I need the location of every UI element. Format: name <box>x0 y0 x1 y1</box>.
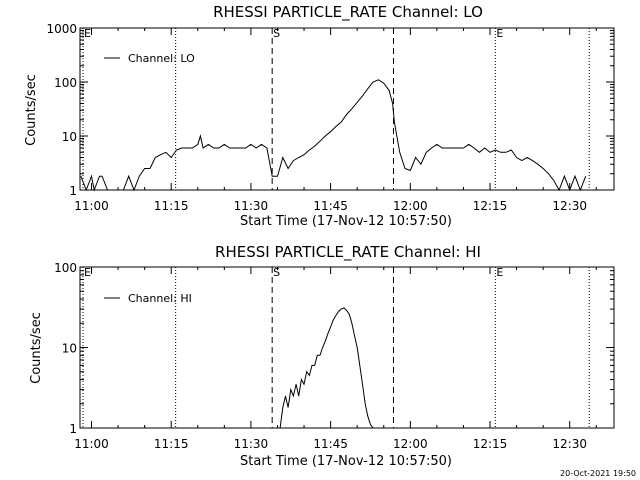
lo-y-tick-label: 100 <box>54 76 77 90</box>
hi-x-tick-label: 11:15 <box>154 437 189 451</box>
lo-y-tick-label: 1 <box>69 184 77 198</box>
hi-y-tick-label: 10 <box>62 342 77 356</box>
hi-x-tick-label: 11:30 <box>234 437 269 451</box>
hi-x-tick-label: 12:15 <box>473 437 508 451</box>
lo-x-tick-label: 11:15 <box>154 199 189 213</box>
lo-x-tick-label: 12:15 <box>473 199 508 213</box>
lo-y-tick-label: 1000 <box>46 22 77 36</box>
hi-x-tick-label: 11:45 <box>313 437 348 451</box>
hi-channel-panel: RHESSI PARTICLE_RATE Channel: HI Counts/… <box>29 243 615 469</box>
hi-x-tick-label: 12:30 <box>552 437 587 451</box>
lo-data-line <box>80 79 587 192</box>
hi-marker-label: S <box>273 266 280 279</box>
lo-x-axis-label: Start Time (17-Nov-12 10:57:50) <box>240 214 452 229</box>
hi-y-tick-label: 100 <box>54 261 77 275</box>
lo-x-tick-label: 11:45 <box>313 199 348 213</box>
hi-y-tick-label: 1 <box>69 422 77 436</box>
hi-data-line <box>279 307 374 429</box>
hi-marker-label: E <box>84 266 91 279</box>
hi-y-axis-label: Counts/sec <box>29 312 44 384</box>
lo-marker-label: E <box>496 27 503 40</box>
lo-marker-label: S <box>273 27 280 40</box>
hi-x-axis-label: Start Time (17-Nov-12 10:57:50) <box>240 454 452 469</box>
lo-y-axis-label: Counts/sec <box>24 74 39 146</box>
footer-timestamp: 20-Oct-2021 19:50 <box>560 469 636 478</box>
lo-plot-frame <box>79 27 615 191</box>
hi-x-tick-label: 12:00 <box>393 437 428 451</box>
lo-x-tick-label: 12:30 <box>552 199 587 213</box>
hi-x-tick-label: 11:00 <box>74 437 109 451</box>
hi-chart-title: RHESSI PARTICLE_RATE Channel: HI <box>215 243 481 262</box>
lo-x-tick-label: 11:30 <box>234 199 269 213</box>
lo-channel-panel: RHESSI PARTICLE_RATE Channel: LO Counts/… <box>24 3 615 229</box>
hi-marker-label: E <box>496 266 503 279</box>
lo-y-tick-label: 10 <box>62 130 77 144</box>
lo-legend-label: Channel: LO <box>128 52 195 65</box>
hi-legend-label: Channel: HI <box>128 292 192 305</box>
lo-marker-label: E <box>84 27 91 40</box>
lo-chart-title: RHESSI PARTICLE_RATE Channel: LO <box>213 3 483 22</box>
lo-x-tick-label: 12:00 <box>393 199 428 213</box>
lo-x-tick-label: 11:00 <box>74 199 109 213</box>
hi-plot-frame <box>79 266 615 429</box>
